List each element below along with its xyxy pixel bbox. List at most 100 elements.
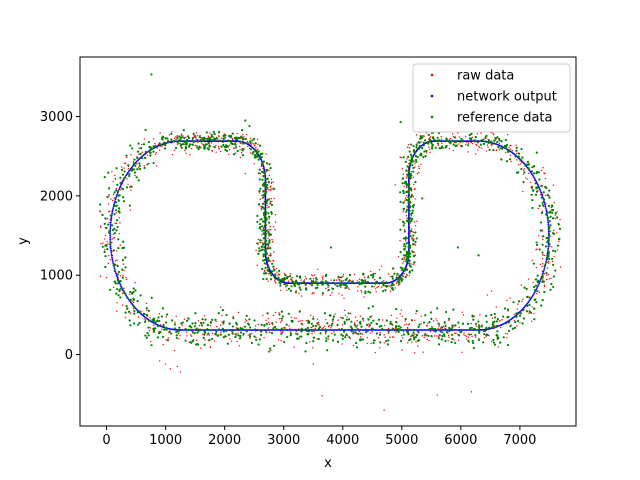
network-output-point [532,293,535,295]
raw-data-point [100,243,102,245]
raw-data-point [115,222,118,224]
reference-data-point [545,261,548,264]
reference-data-point [338,284,341,287]
raw-data-point [342,273,345,276]
reference-data-point [136,300,139,303]
network-output-point [264,329,267,331]
raw-data-point [361,333,364,336]
raw-data-point [406,146,409,149]
raw-data-point [149,317,151,319]
network-output-point [408,212,410,215]
reference-data-point [278,278,281,282]
network-output-point [521,160,523,163]
reference-data-point [372,274,375,277]
reference-data-point [143,156,147,159]
network-output-point [547,245,550,248]
raw-data-point [312,347,314,349]
reference-data-point [413,255,416,258]
network-output-point [419,329,422,331]
raw-data-point [268,323,271,325]
raw-data-point [468,341,470,344]
reference-data-point [300,335,303,338]
reference-data-point [254,328,257,331]
reference-data-point [505,143,508,147]
reference-data-point [263,324,266,327]
raw-data-point [538,291,541,293]
raw-data-point [535,292,538,295]
network-output-point [405,329,408,331]
raw-data-point [548,278,550,280]
reference-data-point [312,317,315,320]
network-output-point [518,311,521,313]
raw-data-point [440,135,442,138]
raw-data-point [169,368,172,370]
reference-data-point [471,339,474,343]
raw-data-point [396,274,398,277]
reference-data-point [405,255,408,258]
reference-data-point [263,272,266,275]
reference-data-point [205,131,208,134]
raw-data-point [452,149,454,152]
reference-data-point [412,166,415,170]
reference-data-point [391,287,394,290]
raw-data-point [415,134,418,136]
reference-data-point [495,333,498,337]
reference-data-point [152,150,155,153]
reference-data-point [549,210,552,213]
raw-data-point [377,337,380,339]
reference-data-point [163,143,166,146]
reference-data-point [137,179,140,182]
raw-data-point [327,325,330,328]
raw-data-point [261,234,263,236]
raw-data-point [531,185,533,187]
raw-data-point [415,341,417,343]
raw-data-point [232,138,234,141]
network-output-point [528,169,531,172]
reference-data-point [283,328,286,331]
raw-data-point [219,306,222,308]
reference-data-point [467,339,470,342]
raw-data-point [406,177,408,179]
raw-data-point [559,266,562,268]
raw-data-point [125,278,128,281]
raw-data-point [465,338,468,340]
raw-data-point [553,201,555,204]
raw-data-point [267,206,269,209]
reference-data-point [207,138,211,141]
raw-data-point [137,316,140,318]
reference-data-point [513,326,517,329]
raw-data-point [505,152,507,154]
raw-data-point [499,320,501,322]
reference-data-point [222,134,225,137]
raw-data-point [221,321,223,323]
reference-data-point [536,290,539,293]
raw-data-point [411,341,413,343]
network-output-point [201,329,203,331]
reference-data-point [287,312,290,315]
raw-data-point [268,218,270,220]
network-output-point [118,188,120,191]
reference-data-point [162,323,165,327]
reference-data-point [405,198,408,202]
raw-data-point [134,174,136,177]
reference-data-point [440,338,443,341]
raw-data-point [272,314,275,317]
raw-data-point [404,258,406,260]
raw-data-point [531,306,533,308]
raw-data-point [255,336,257,339]
network-output-point [539,279,542,281]
reference-data-point [323,312,327,315]
reference-data-point [115,204,118,207]
raw-data-point [155,165,158,167]
raw-data-point [516,308,518,310]
reference-data-point [478,326,481,330]
reference-data-point [195,327,198,330]
raw-data-point [452,136,455,138]
raw-data-point [346,316,348,318]
raw-data-point [325,287,327,290]
reference-data-point [548,220,551,223]
reference-data-point [117,199,120,202]
reference-data-point [380,324,383,328]
raw-data-point [436,335,438,337]
network-output-point [415,329,418,331]
